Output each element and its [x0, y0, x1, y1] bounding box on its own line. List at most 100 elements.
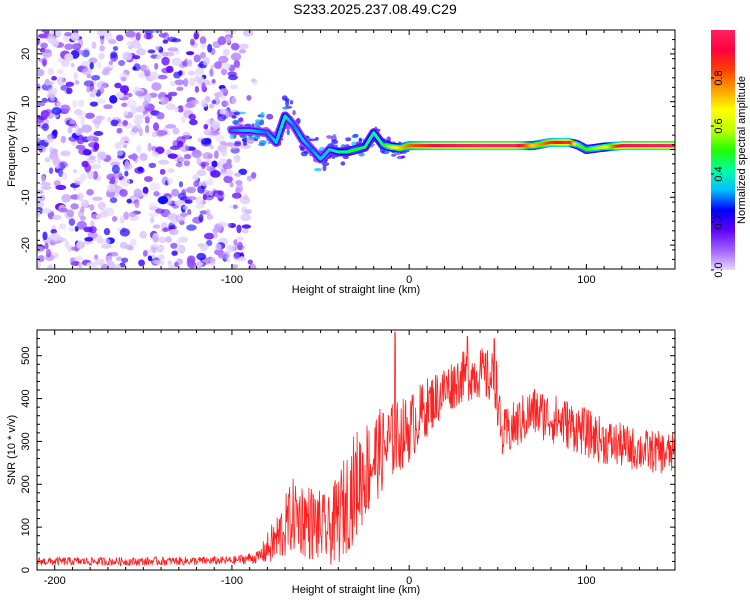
noise-blob	[60, 59, 70, 68]
noise-blob	[200, 137, 212, 145]
noise-blob	[196, 252, 207, 261]
noise-blob	[133, 63, 141, 72]
noise-blob	[94, 258, 106, 266]
noise-blob	[175, 246, 184, 253]
ridge-blob	[253, 135, 261, 140]
noise-blob	[93, 131, 104, 137]
noise-blob	[47, 86, 58, 96]
noise-blob	[79, 49, 84, 55]
noise-blob	[153, 122, 159, 132]
noise-blob	[110, 161, 121, 167]
noise-blob	[230, 42, 240, 51]
noise-blob	[209, 189, 214, 197]
noise-blob	[194, 67, 205, 76]
noise-blob	[96, 156, 102, 164]
noise-blob	[133, 188, 143, 198]
colorbar-label: Normalized spectral amplitude	[736, 76, 748, 224]
noise-blob	[91, 74, 101, 81]
noise-blob	[78, 99, 85, 107]
noise-blob	[104, 30, 112, 37]
noise-blob	[155, 45, 161, 51]
noise-blob	[89, 101, 99, 107]
noise-blob	[189, 119, 198, 126]
noise-blob	[47, 67, 54, 76]
noise-blob	[162, 227, 170, 232]
noise-blob	[115, 34, 124, 42]
noise-blob	[206, 214, 214, 220]
noise-blob	[143, 93, 152, 103]
noise-blob	[241, 137, 249, 143]
noise-blob	[174, 106, 179, 113]
noise-blob	[64, 53, 74, 62]
noise-blob	[214, 61, 223, 70]
noise-blob	[37, 37, 40, 46]
noise-blob	[41, 48, 52, 54]
noise-blob	[206, 165, 216, 172]
noise-blob	[122, 119, 129, 127]
ridge-blob	[292, 110, 296, 116]
noise-blob	[103, 227, 111, 236]
noise-blob	[250, 171, 257, 179]
noise-blob	[230, 84, 238, 90]
noise-blob	[158, 159, 169, 165]
noise-blob	[193, 32, 199, 40]
noise-blob	[144, 116, 150, 124]
noise-blob	[119, 85, 130, 94]
noise-blob	[83, 226, 93, 233]
noise-blob	[157, 196, 169, 205]
noise-blob	[228, 74, 238, 81]
ridge-blob	[326, 135, 333, 139]
noise-blob	[182, 205, 189, 210]
noise-blob	[96, 61, 102, 70]
noise-blob	[200, 51, 206, 59]
noise-blob	[88, 155, 96, 160]
noise-blob	[92, 170, 99, 180]
noise-blob	[72, 100, 78, 108]
noise-blob	[202, 56, 210, 66]
noise-blob	[134, 114, 145, 119]
noise-blob	[201, 82, 206, 91]
noise-blob	[108, 60, 114, 66]
noise-blob	[119, 215, 125, 224]
noise-blob	[235, 179, 243, 186]
noise-blob	[238, 168, 248, 176]
noise-blob	[96, 236, 103, 244]
ridge-blob	[242, 140, 248, 146]
noise-blob	[40, 110, 50, 118]
noise-blob	[221, 148, 228, 157]
noise-blob	[95, 98, 106, 104]
noise-blob	[158, 32, 167, 38]
noise-blob	[231, 96, 237, 105]
snr-ytick-label: 500	[20, 347, 32, 365]
noise-blob	[233, 59, 241, 68]
noise-blob	[211, 99, 217, 105]
noise-blob	[39, 194, 46, 201]
ridge-blob	[258, 142, 266, 147]
noise-blob	[96, 30, 106, 37]
noise-blob	[214, 150, 219, 159]
noise-blob	[50, 38, 60, 48]
noise-blob	[207, 43, 213, 53]
noise-blob	[235, 184, 244, 193]
noise-blob	[165, 65, 174, 74]
noise-blob	[86, 262, 97, 268]
noise-blob	[37, 246, 45, 253]
noise-blob	[50, 232, 61, 242]
noise-blob	[61, 193, 71, 203]
noise-blob	[60, 135, 67, 144]
noise-blob	[227, 169, 234, 177]
spectrogram-ytick-label: -20	[20, 237, 32, 253]
noise-blob	[57, 76, 66, 86]
noise-blob	[66, 87, 73, 95]
noise-blob	[168, 225, 177, 231]
noise-blob	[135, 105, 146, 113]
noise-blob	[123, 211, 130, 221]
noise-blob	[248, 263, 257, 269]
noise-blob	[246, 175, 253, 182]
noise-blob	[76, 220, 87, 230]
noise-blob	[124, 160, 130, 169]
noise-blob	[229, 181, 234, 188]
noise-blob	[148, 202, 158, 211]
noise-blob	[74, 180, 81, 186]
